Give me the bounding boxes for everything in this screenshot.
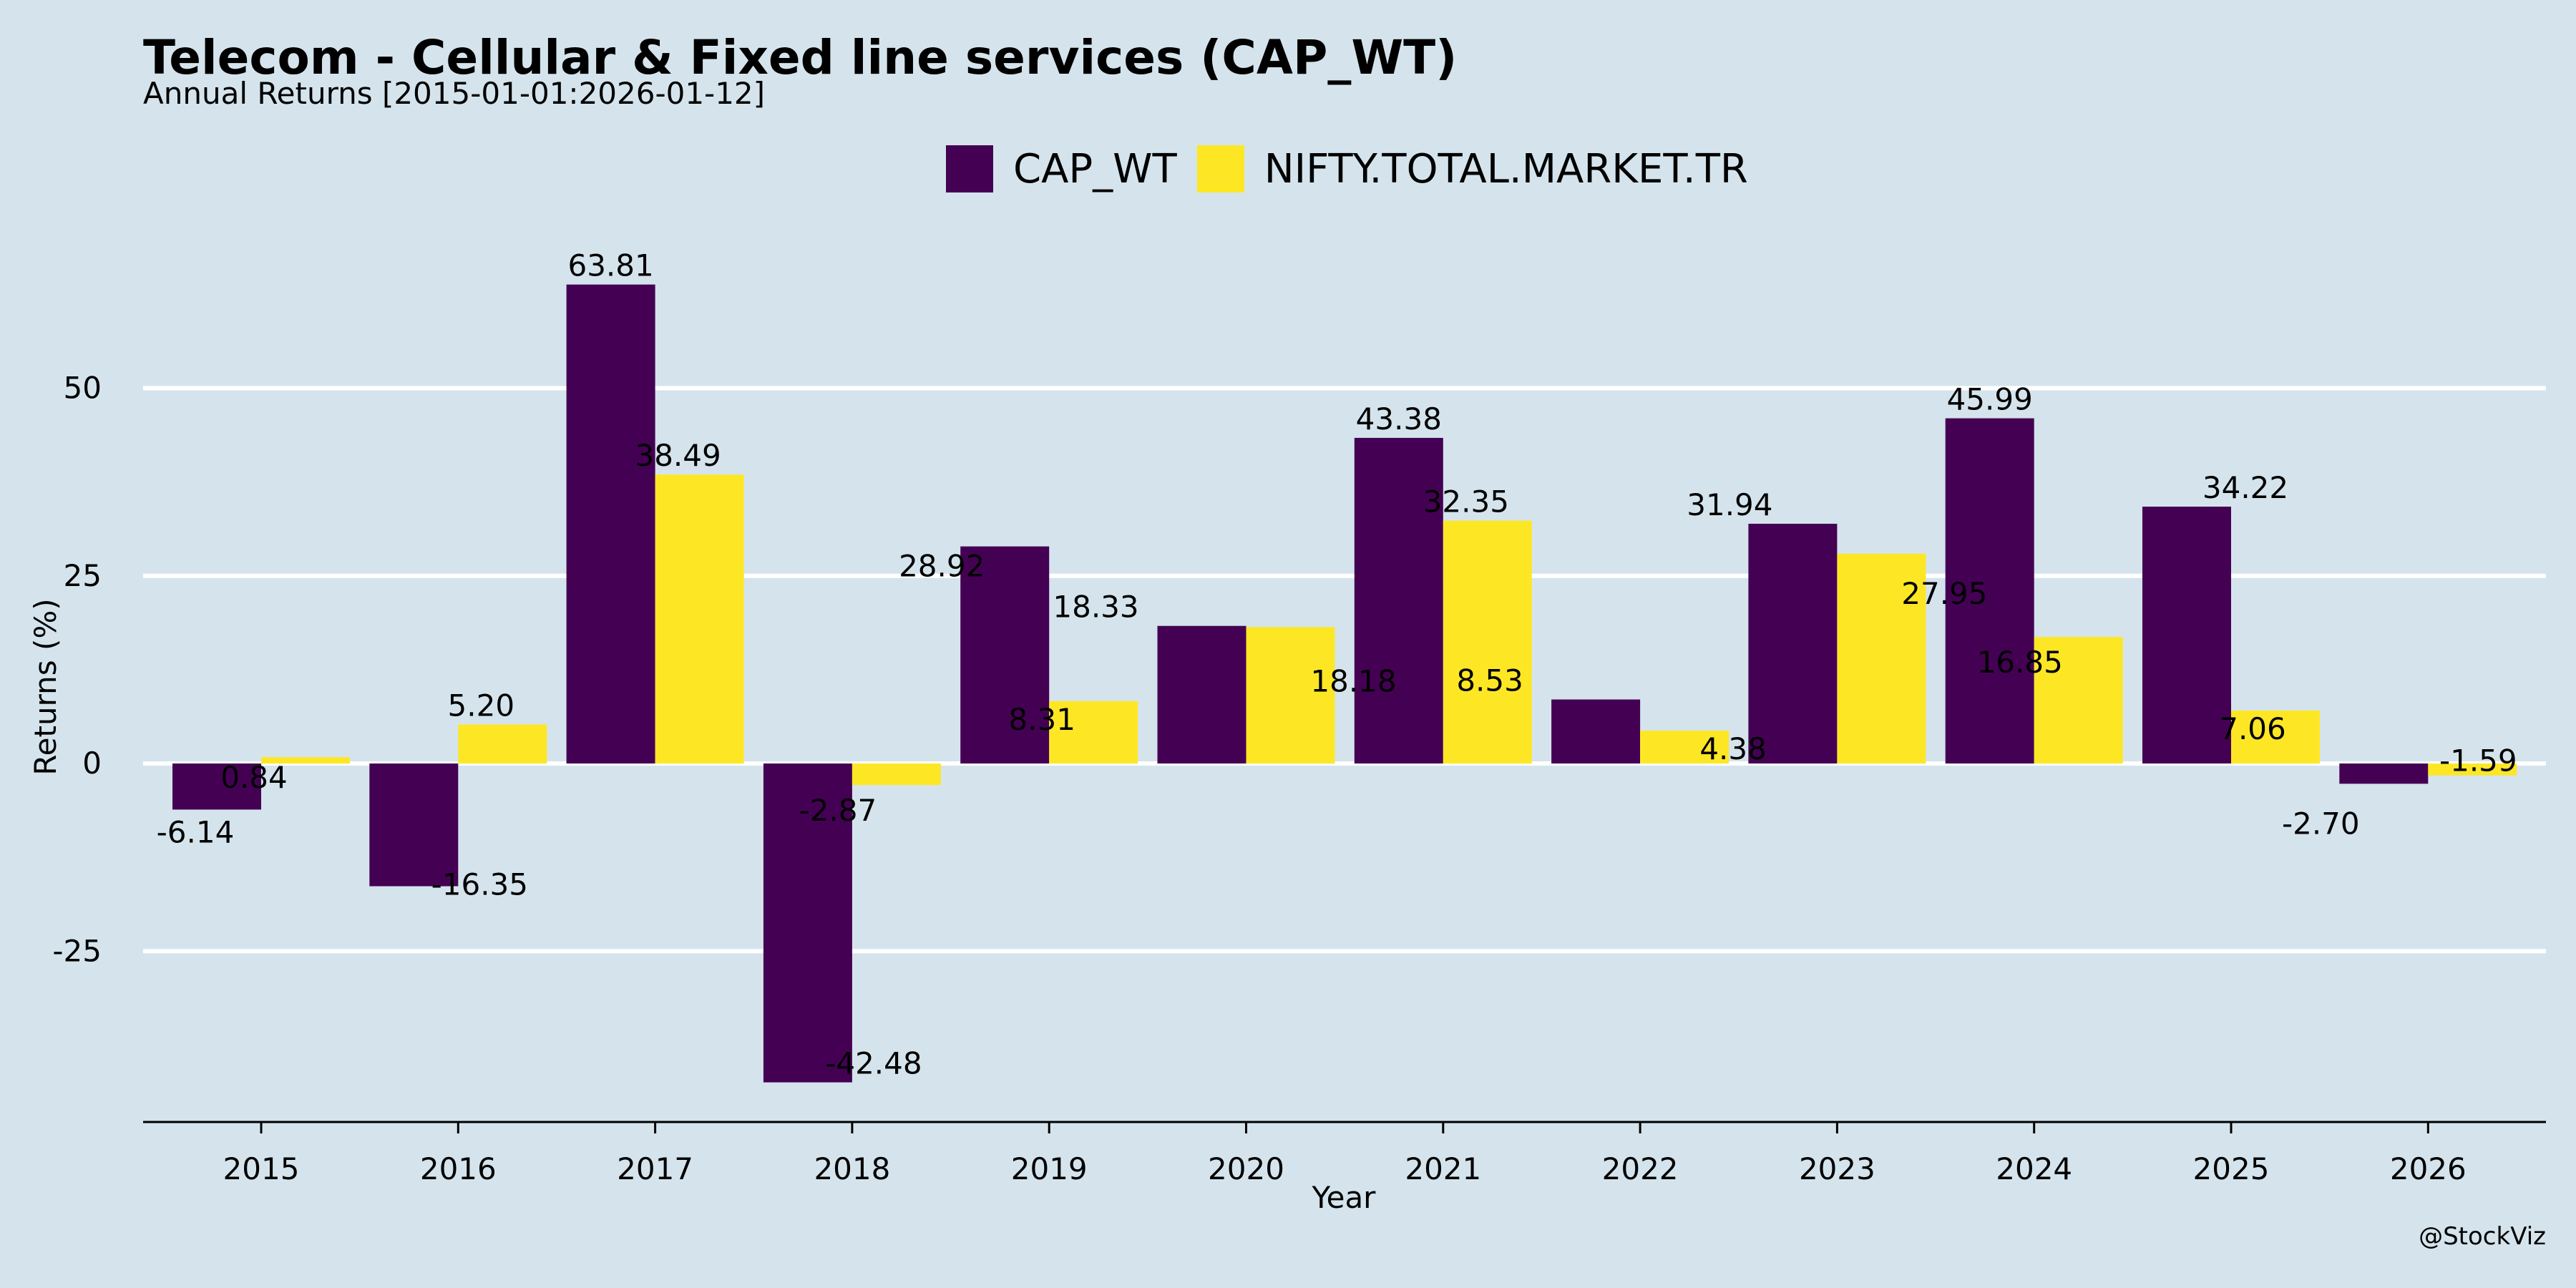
bar-nifty (655, 474, 744, 763)
bar-cap-wt (369, 763, 459, 887)
data-label: 4.38 (1699, 731, 1767, 766)
data-label: 31.94 (1687, 487, 1772, 522)
y-axis-label: Returns (%) (28, 598, 63, 775)
x-tick-label: 2018 (814, 1151, 890, 1186)
data-label: 16.85 (1977, 645, 2063, 680)
bar-cap-wt (1945, 418, 2034, 763)
y-tick-label: 50 (64, 371, 102, 406)
y-tick-label: 25 (64, 558, 102, 593)
x-tick-label: 2026 (2390, 1151, 2467, 1186)
x-tick-label: 2022 (1602, 1151, 1679, 1186)
data-label: 32.35 (1423, 484, 1509, 519)
chart-title: Telecom - Cellular & Fixed line services… (143, 30, 1458, 85)
y-tick-label: 0 (82, 746, 102, 781)
legend: CAP_WT NIFTY.TOTAL.MARKET.TR (946, 143, 1768, 195)
data-label: 0.84 (220, 760, 288, 795)
x-axis-label: Year (1312, 1180, 1377, 1215)
legend-swatch-nifty (1196, 145, 1244, 192)
x-tick-label: 2024 (1996, 1151, 2072, 1186)
bar-nifty (1837, 553, 1926, 763)
x-tick-label: 2025 (2193, 1151, 2270, 1186)
legend-swatch-cap-wt (946, 145, 993, 192)
bar-cap-wt (172, 763, 261, 810)
data-label: 5.20 (448, 688, 515, 723)
y-tick-label: -25 (52, 933, 102, 968)
bar-nifty (2428, 763, 2517, 776)
data-label: 7.06 (2219, 711, 2286, 746)
legend-item-cap-wt: CAP_WT (946, 145, 1177, 192)
bar-nifty (852, 763, 941, 786)
data-label: 45.99 (1947, 382, 2033, 417)
data-label: -42.48 (825, 1046, 922, 1081)
data-label: 34.22 (2202, 470, 2288, 505)
bar-nifty (1049, 701, 1138, 763)
x-tick-label: 2015 (223, 1151, 300, 1186)
bar-cap-wt (960, 546, 1050, 763)
x-tick-label: 2021 (1405, 1151, 1481, 1186)
x-tick-label: 2016 (420, 1151, 497, 1186)
bar-cap-wt (1551, 699, 1641, 763)
chart-subtitle: Annual Returns [2015-01-01:2026-01-12] (143, 76, 766, 111)
data-label: 43.38 (1356, 401, 1442, 436)
data-label: -16.35 (431, 867, 528, 902)
bar-nifty (2231, 710, 2320, 763)
bar-cap-wt (2142, 507, 2231, 763)
data-label: 18.33 (1053, 590, 1138, 625)
bar-nifty (458, 724, 547, 763)
x-tick-label: 2017 (617, 1151, 693, 1186)
data-label: -2.70 (2282, 806, 2360, 841)
bar-cap-wt (1157, 625, 1246, 763)
credit-text: @StockViz (2419, 1222, 2546, 1251)
data-label: 27.95 (1901, 576, 1987, 611)
bar-nifty (261, 757, 350, 763)
data-label: -6.14 (157, 814, 235, 849)
bar-nifty (1640, 731, 1729, 763)
bar-nifty (2034, 637, 2123, 763)
data-label: 8.31 (1008, 702, 1075, 737)
data-label: 38.49 (635, 438, 721, 473)
data-label: -2.87 (799, 793, 877, 828)
data-label: 28.92 (899, 549, 985, 584)
bar-cap-wt (566, 284, 655, 764)
data-label: 18.18 (1310, 663, 1396, 698)
data-label: 63.81 (567, 248, 653, 283)
legend-item-nifty: NIFTY.TOTAL.MARKET.TR (1196, 145, 1748, 192)
bar-cap-wt (2339, 763, 2429, 784)
bar-cap-wt (763, 763, 852, 1083)
legend-label-cap-wt: CAP_WT (1013, 145, 1177, 192)
bar-nifty (1443, 520, 1532, 763)
bar-nifty (1246, 627, 1335, 763)
x-tick-label: 2023 (1799, 1151, 1875, 1186)
data-label: 8.53 (1456, 663, 1523, 698)
x-tick-label: 2020 (1208, 1151, 1284, 1186)
data-label: -1.59 (2439, 743, 2517, 779)
legend-label-nifty: NIFTY.TOTAL.MARKET.TR (1264, 145, 1748, 192)
bar-cap-wt (1748, 523, 1838, 763)
bar-cap-wt (1354, 437, 1443, 763)
x-tick-label: 2019 (1011, 1151, 1088, 1186)
